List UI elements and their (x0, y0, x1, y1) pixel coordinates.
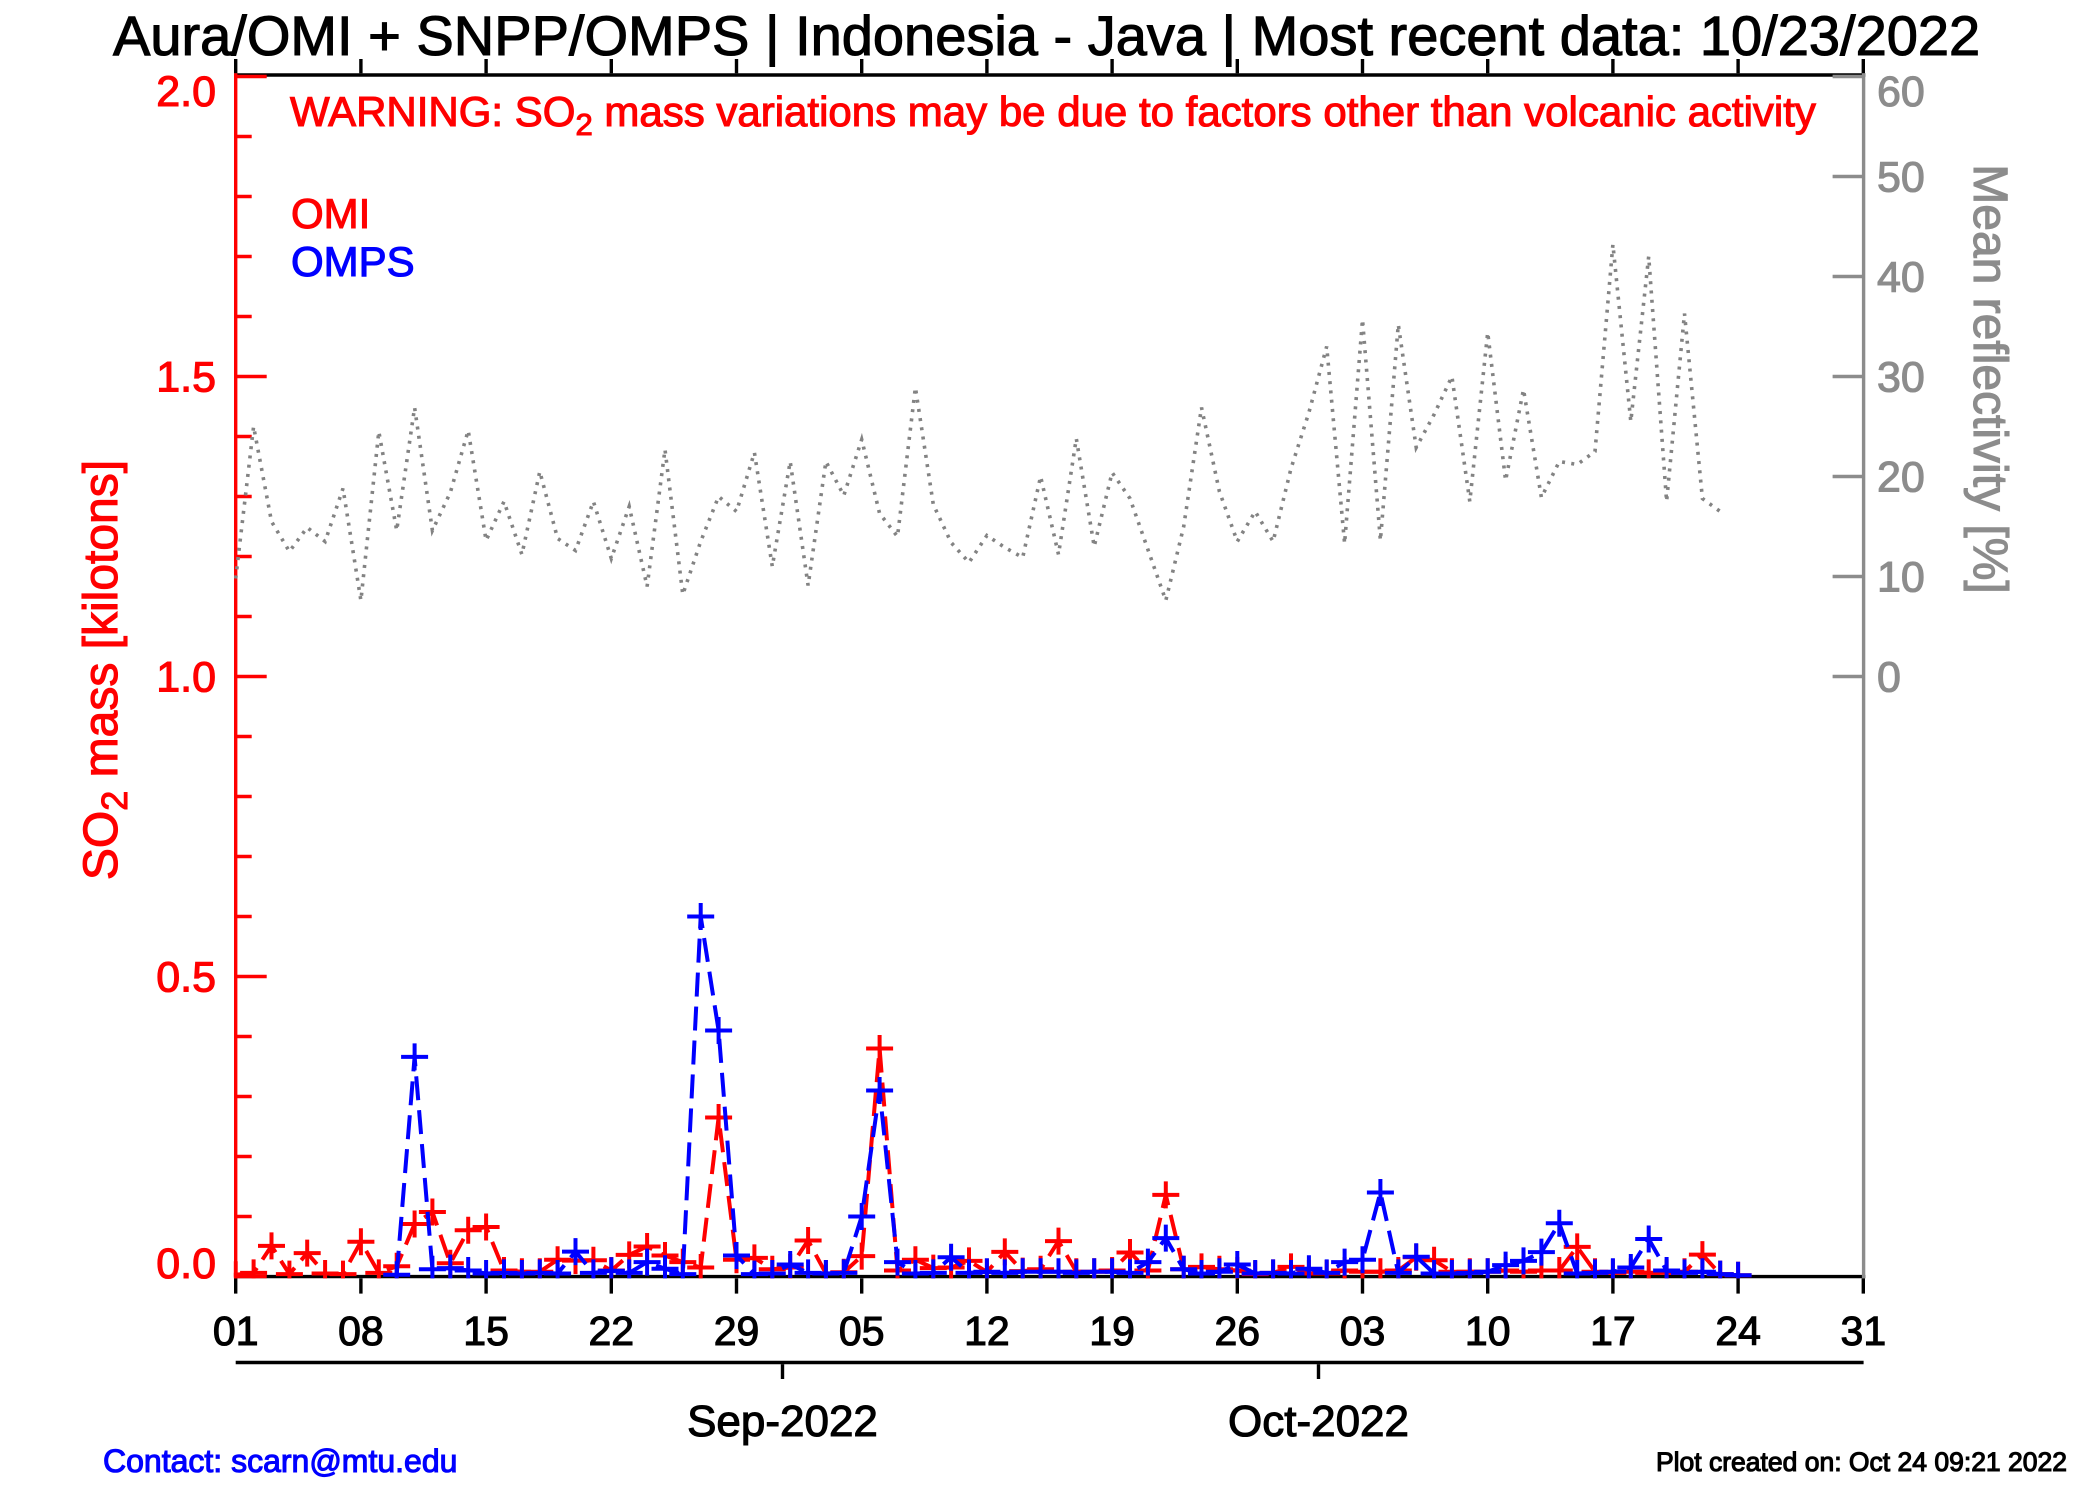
svg-text:19: 19 (1089, 1308, 1135, 1354)
svg-text:Aura/OMI + SNPP/OMPS | Indones: Aura/OMI + SNPP/OMPS | Indonesia - Java … (113, 4, 1980, 67)
svg-text:SO2 mass [kilotons]: SO2 mass [kilotons] (75, 460, 135, 880)
svg-text:01: 01 (213, 1308, 259, 1354)
svg-text:1.5: 1.5 (156, 354, 216, 402)
svg-text:30: 30 (1877, 354, 1925, 402)
svg-text:03: 03 (1340, 1308, 1386, 1354)
svg-text:1.0: 1.0 (156, 654, 216, 702)
svg-text:50: 50 (1877, 154, 1925, 202)
svg-text:22: 22 (589, 1308, 635, 1354)
svg-text:29: 29 (714, 1308, 760, 1354)
svg-text:12: 12 (964, 1308, 1010, 1354)
svg-text:20: 20 (1877, 454, 1925, 502)
svg-text:15: 15 (463, 1308, 509, 1354)
svg-text:OMI: OMI (291, 190, 370, 237)
svg-text:24: 24 (1715, 1308, 1761, 1354)
svg-text:10: 10 (1877, 554, 1925, 602)
svg-text:60: 60 (1877, 68, 1925, 116)
svg-text:Contact: scarn@mtu.edu: Contact: scarn@mtu.edu (103, 1443, 457, 1479)
svg-text:26: 26 (1215, 1308, 1261, 1354)
svg-text:0.5: 0.5 (156, 954, 216, 1002)
svg-text:05: 05 (839, 1308, 885, 1354)
svg-text:OMPS: OMPS (291, 238, 415, 285)
svg-text:0: 0 (1877, 654, 1901, 702)
svg-text:2.0: 2.0 (156, 68, 216, 116)
svg-text:10: 10 (1465, 1308, 1511, 1354)
svg-text:Oct-2022: Oct-2022 (1228, 1397, 1409, 1446)
svg-text:Sep-2022: Sep-2022 (687, 1397, 878, 1446)
svg-text:31: 31 (1841, 1308, 1887, 1354)
svg-text:17: 17 (1590, 1308, 1636, 1354)
svg-text:0.0: 0.0 (156, 1240, 216, 1288)
svg-text:08: 08 (338, 1308, 384, 1354)
svg-text:Plot created on: Oct 24 09:21: Plot created on: Oct 24 09:21 2022 (1656, 1447, 2067, 1477)
svg-text:Mean reflectivity [%]: Mean reflectivity [%] (1963, 164, 2016, 593)
svg-text:40: 40 (1877, 254, 1925, 302)
svg-text:WARNING: SO2 mass variations m: WARNING: SO2 mass variations may be due … (290, 88, 1816, 142)
